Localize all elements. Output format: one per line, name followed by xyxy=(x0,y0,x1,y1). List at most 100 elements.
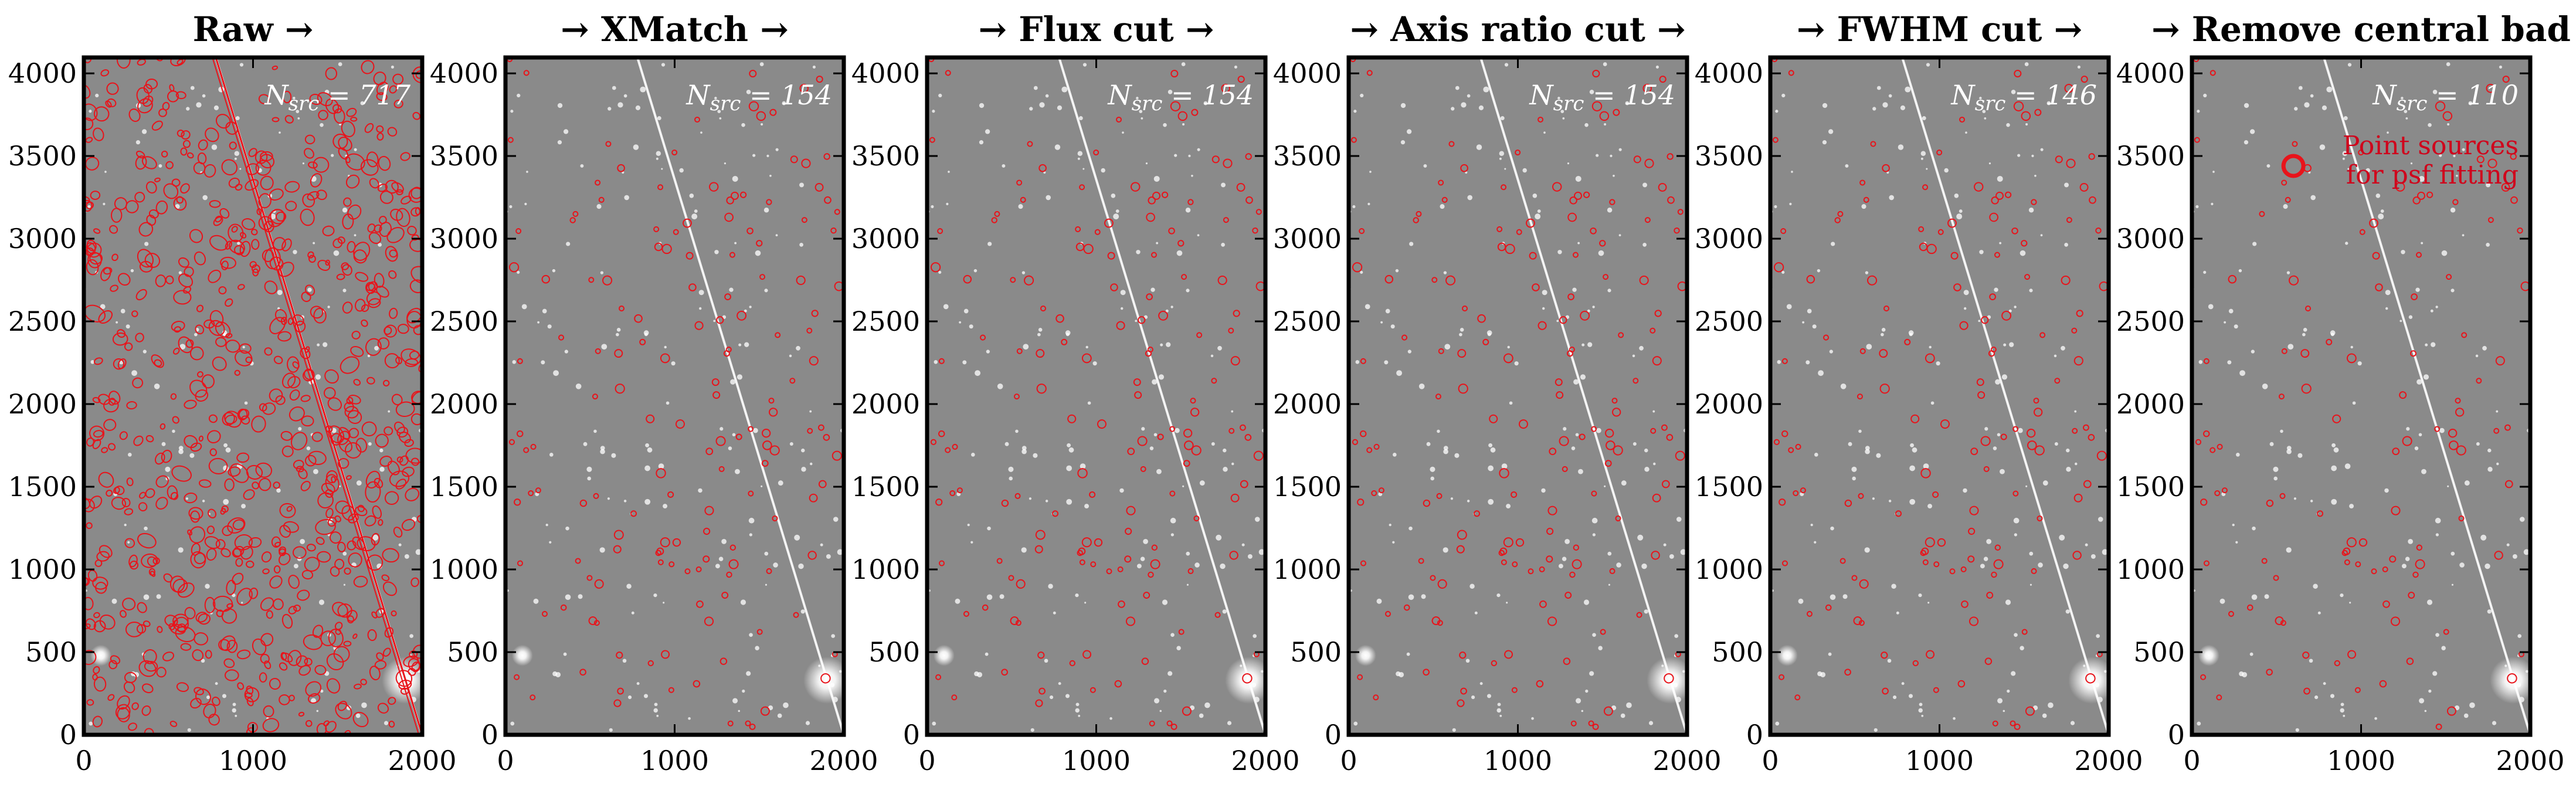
source-marker xyxy=(1079,559,1085,565)
source-marker xyxy=(305,720,313,727)
source-marker xyxy=(93,612,100,619)
star xyxy=(1918,708,1923,713)
source-marker xyxy=(613,699,622,707)
source-marker xyxy=(229,141,237,150)
star xyxy=(142,350,147,354)
star xyxy=(2451,584,2453,586)
source-marker xyxy=(385,179,399,194)
panel-2: → XMatch →Nsrc = 15405001000150020002500… xyxy=(430,9,878,776)
star xyxy=(563,652,567,656)
source-marker xyxy=(137,98,153,114)
star xyxy=(2042,480,2048,486)
star xyxy=(242,345,245,349)
star xyxy=(1443,449,1448,454)
source-marker xyxy=(198,479,212,488)
star xyxy=(185,497,189,500)
star xyxy=(1532,194,1538,198)
source-marker xyxy=(2300,349,2310,358)
source-marker xyxy=(2066,217,2072,223)
source-marker xyxy=(2216,694,2222,701)
source-marker xyxy=(1423,499,1431,507)
star xyxy=(1542,290,1547,296)
source-marker xyxy=(136,87,150,104)
star xyxy=(2401,250,2405,255)
source-marker xyxy=(2210,70,2216,76)
source-marker xyxy=(1245,196,1253,204)
source-marker xyxy=(353,249,367,264)
star xyxy=(206,695,211,700)
source-marker xyxy=(113,486,120,494)
star xyxy=(999,594,1004,599)
star xyxy=(1139,110,1143,113)
source-marker xyxy=(929,137,935,143)
y-tick-label: 500 xyxy=(25,636,77,668)
y-tick-label: 500 xyxy=(1712,636,1763,668)
source-marker xyxy=(2281,179,2287,186)
source-marker xyxy=(2266,499,2274,507)
star xyxy=(2006,123,2010,127)
source-marker xyxy=(617,687,624,695)
star xyxy=(698,488,702,493)
star xyxy=(339,485,341,487)
source-marker xyxy=(345,475,352,480)
source-marker xyxy=(2355,561,2361,568)
star xyxy=(698,290,704,296)
source-marker xyxy=(207,430,221,444)
star xyxy=(1613,174,1615,177)
source-marker xyxy=(376,92,388,101)
source-marker xyxy=(92,397,101,403)
source-marker xyxy=(1588,720,1594,727)
star xyxy=(643,694,649,698)
source-marker xyxy=(963,610,969,617)
source-marker xyxy=(2346,353,2357,364)
source-marker xyxy=(263,705,274,718)
source-marker xyxy=(124,671,137,683)
source-marker xyxy=(355,272,369,282)
source-marker xyxy=(2203,430,2210,437)
source-marker xyxy=(1181,274,1187,280)
source-marker xyxy=(180,183,190,194)
source-marker xyxy=(86,522,93,530)
star xyxy=(2074,410,2077,413)
source-marker xyxy=(205,650,212,659)
star xyxy=(2046,101,2051,106)
source-marker xyxy=(789,378,796,384)
source-marker xyxy=(281,238,292,252)
source-marker xyxy=(818,480,827,488)
source-marker xyxy=(122,598,136,610)
star xyxy=(1396,671,1401,677)
source-marker xyxy=(2389,555,2397,563)
source-marker xyxy=(98,310,113,324)
star xyxy=(143,594,150,601)
star xyxy=(2410,162,2413,165)
source-marker xyxy=(209,448,217,456)
source-marker xyxy=(344,730,351,735)
y-tick-label: 2000 xyxy=(1273,388,1342,420)
star xyxy=(837,549,843,555)
star xyxy=(738,710,741,713)
star xyxy=(1644,609,1648,614)
source-marker xyxy=(1036,384,1047,394)
source-marker xyxy=(2341,549,2348,557)
source-marker xyxy=(1036,349,1045,358)
star xyxy=(1956,213,1963,220)
star xyxy=(165,466,171,472)
source-marker xyxy=(719,657,728,665)
y-tick-label: 1500 xyxy=(430,471,498,503)
source-marker xyxy=(1659,76,1667,83)
source-marker xyxy=(704,616,714,626)
source-marker xyxy=(2305,306,2312,312)
star xyxy=(311,698,317,704)
star xyxy=(1669,554,1674,559)
star xyxy=(279,131,281,134)
star xyxy=(2385,290,2391,296)
star xyxy=(1153,175,1160,182)
source-marker xyxy=(190,442,202,452)
source-marker xyxy=(1151,544,1158,551)
source-marker xyxy=(1538,321,1547,330)
star xyxy=(1506,602,1508,604)
source-marker xyxy=(809,356,819,366)
star xyxy=(1963,290,1969,296)
source-marker xyxy=(949,490,956,496)
source-marker xyxy=(388,697,396,705)
